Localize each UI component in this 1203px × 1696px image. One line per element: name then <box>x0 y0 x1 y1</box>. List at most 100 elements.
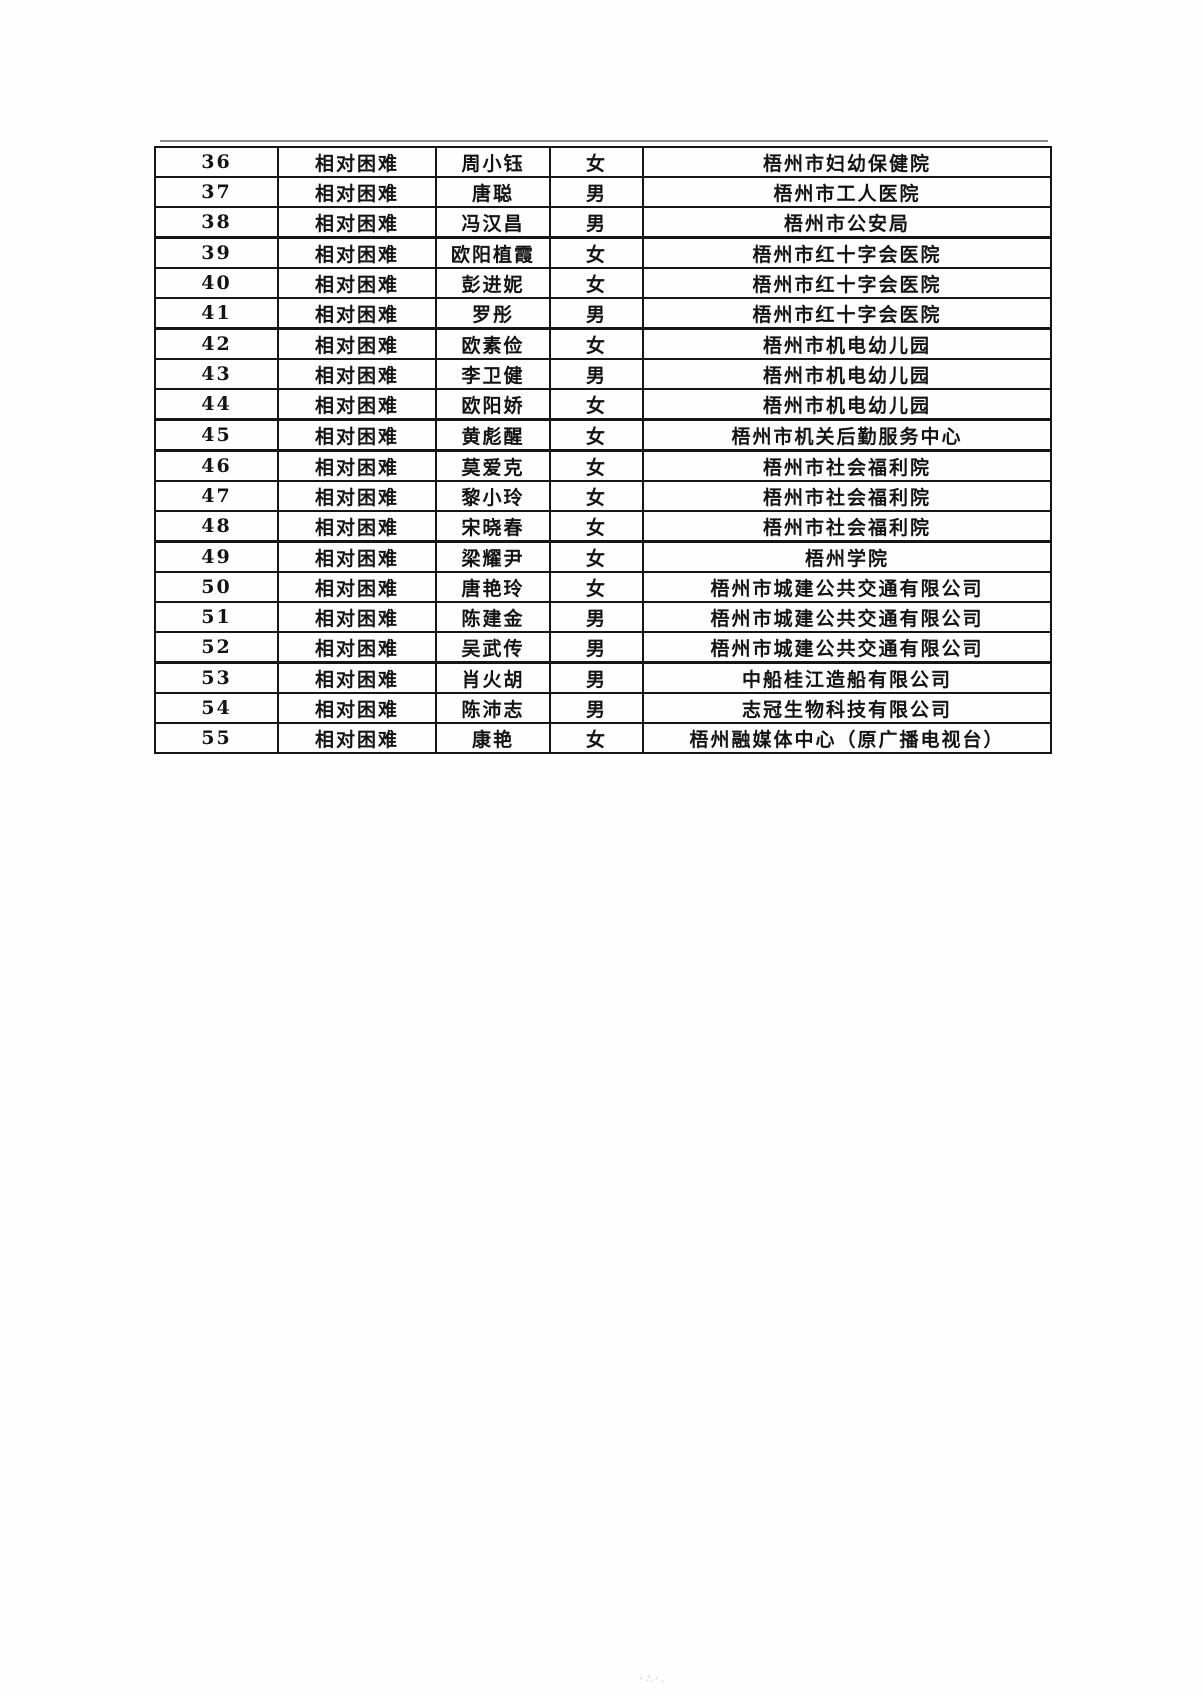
cell-number: 50 <box>154 571 279 603</box>
cell-number: 42 <box>154 327 279 360</box>
cell-organization: 梧州市机关后勤服务中心 <box>642 418 1052 452</box>
cell-name: 罗彤 <box>435 297 551 330</box>
cell-gender: 女 <box>549 571 644 603</box>
cell-organization: 梧州市机电幼儿园 <box>642 388 1052 421</box>
cell-name: 唐聪 <box>435 176 551 208</box>
scan-artifact-line <box>160 140 1048 142</box>
cell-name: 彭进妮 <box>435 267 551 299</box>
cell-category: 相对困难 <box>277 631 437 664</box>
cell-number: 48 <box>154 510 279 543</box>
cell-organization: 梧州融媒体中心（原广播电视台） <box>642 722 1052 754</box>
cell-name: 康艳 <box>435 722 551 754</box>
cell-gender: 男 <box>549 176 644 208</box>
cell-organization: 梧州市机电幼儿园 <box>642 358 1052 390</box>
page-footer-mark: ·∴·. <box>639 1674 667 1685</box>
table-row: 41 相对困难 罗彤 男 梧州市红十字会医院 <box>154 297 1052 330</box>
cell-number: 44 <box>154 388 279 421</box>
cell-organization: 梧州市城建公共交通有限公司 <box>642 571 1052 603</box>
cell-number: 47 <box>154 480 279 512</box>
table-row: 45 相对困难 黄彪醒 女 梧州市机关后勤服务中心 <box>154 418 1052 452</box>
cell-name: 黄彪醒 <box>435 418 551 452</box>
cell-gender: 男 <box>549 297 644 330</box>
cell-gender: 女 <box>549 267 644 299</box>
cell-name: 冯汉昌 <box>435 206 551 239</box>
cell-gender: 男 <box>549 601 644 633</box>
cell-number: 40 <box>154 267 279 299</box>
cell-organization: 梧州市城建公共交通有限公司 <box>642 631 1052 664</box>
table-body: 36 相对困难 周小钰 女 梧州市妇幼保健院 37 相对困难 唐聪 男 梧州市工… <box>154 146 1052 754</box>
cell-name: 陈沛志 <box>435 692 551 724</box>
cell-name: 唐艳玲 <box>435 571 551 603</box>
cell-name: 李卫健 <box>435 358 551 390</box>
cell-organization: 梧州市城建公共交通有限公司 <box>642 601 1052 633</box>
cell-organization: 梧州市公安局 <box>642 206 1052 239</box>
cell-organization: 中船桂江造船有限公司 <box>642 661 1052 694</box>
cell-gender: 女 <box>549 449 644 482</box>
cell-category: 相对困难 <box>277 236 437 269</box>
cell-gender: 女 <box>549 722 644 754</box>
cell-number: 49 <box>154 540 279 573</box>
cell-category: 相对困难 <box>277 661 437 694</box>
cell-category: 相对困难 <box>277 601 437 633</box>
cell-category: 相对困难 <box>277 722 437 754</box>
cell-category: 相对困难 <box>277 327 437 360</box>
cell-name: 莫爱克 <box>435 449 551 482</box>
cell-category: 相对困难 <box>277 418 437 452</box>
cell-name: 宋晓春 <box>435 510 551 543</box>
cell-name: 梁耀尹 <box>435 540 551 573</box>
table-row: 37 相对困难 唐聪 男 梧州市工人医院 <box>154 176 1052 208</box>
cell-organization: 梧州市红十字会医院 <box>642 236 1052 269</box>
cell-number: 51 <box>154 601 279 633</box>
cell-number: 54 <box>154 692 279 724</box>
cell-organization: 梧州市工人医院 <box>642 176 1052 208</box>
cell-organization: 梧州市妇幼保健院 <box>642 146 1052 178</box>
cell-name: 陈建金 <box>435 601 551 633</box>
cell-category: 相对困难 <box>277 510 437 543</box>
cell-number: 53 <box>154 661 279 694</box>
cell-organization: 志冠生物科技有限公司 <box>642 692 1052 724</box>
cell-name: 欧阳植霞 <box>435 236 551 269</box>
cell-gender: 男 <box>549 692 644 724</box>
cell-organization: 梧州市社会福利院 <box>642 480 1052 512</box>
table-row: 49 相对困难 梁耀尹 女 梧州学院 <box>154 540 1052 573</box>
cell-category: 相对困难 <box>277 146 437 178</box>
roster-table: 36 相对困难 周小钰 女 梧州市妇幼保健院 37 相对困难 唐聪 男 梧州市工… <box>154 146 1052 754</box>
table-row: 48 相对困难 宋晓春 女 梧州市社会福利院 <box>154 510 1052 543</box>
cell-category: 相对困难 <box>277 480 437 512</box>
cell-number: 52 <box>154 631 279 664</box>
cell-category: 相对困难 <box>277 267 437 299</box>
cell-gender: 男 <box>549 358 644 390</box>
cell-gender: 女 <box>549 388 644 421</box>
cell-gender: 男 <box>549 631 644 664</box>
cell-name: 欧素俭 <box>435 327 551 360</box>
table-row: 50 相对困难 唐艳玲 女 梧州市城建公共交通有限公司 <box>154 571 1052 603</box>
cell-organization: 梧州市红十字会医院 <box>642 297 1052 330</box>
cell-number: 37 <box>154 176 279 208</box>
table-row: 42 相对困难 欧素俭 女 梧州市机电幼儿园 <box>154 327 1052 360</box>
cell-number: 46 <box>154 449 279 482</box>
table-row: 53 相对困难 肖火胡 男 中船桂江造船有限公司 <box>154 661 1052 694</box>
cell-number: 43 <box>154 358 279 390</box>
cell-organization: 梧州市机电幼儿园 <box>642 327 1052 360</box>
cell-name: 周小钰 <box>435 146 551 178</box>
cell-name: 欧阳娇 <box>435 388 551 421</box>
cell-number: 36 <box>154 146 279 178</box>
cell-number: 45 <box>154 418 279 452</box>
table-row: 38 相对困难 冯汉昌 男 梧州市公安局 <box>154 206 1052 239</box>
cell-gender: 女 <box>549 510 644 543</box>
cell-gender: 女 <box>549 480 644 512</box>
cell-number: 39 <box>154 236 279 269</box>
cell-category: 相对困难 <box>277 176 437 208</box>
table-row: 43 相对困难 李卫健 男 梧州市机电幼儿园 <box>154 358 1052 390</box>
table-row: 44 相对困难 欧阳娇 女 梧州市机电幼儿园 <box>154 388 1052 421</box>
cell-gender: 女 <box>549 418 644 452</box>
cell-gender: 女 <box>549 236 644 269</box>
cell-gender: 女 <box>549 540 644 573</box>
table-row: 47 相对困难 黎小玲 女 梧州市社会福利院 <box>154 480 1052 512</box>
cell-name: 吴武传 <box>435 631 551 664</box>
table-row: 40 相对困难 彭进妮 女 梧州市红十字会医院 <box>154 267 1052 299</box>
table-row: 39 相对困难 欧阳植霞 女 梧州市红十字会医院 <box>154 236 1052 269</box>
table-row: 55 相对困难 康艳 女 梧州融媒体中心（原广播电视台） <box>154 722 1052 754</box>
cell-organization: 梧州市红十字会医院 <box>642 267 1052 299</box>
